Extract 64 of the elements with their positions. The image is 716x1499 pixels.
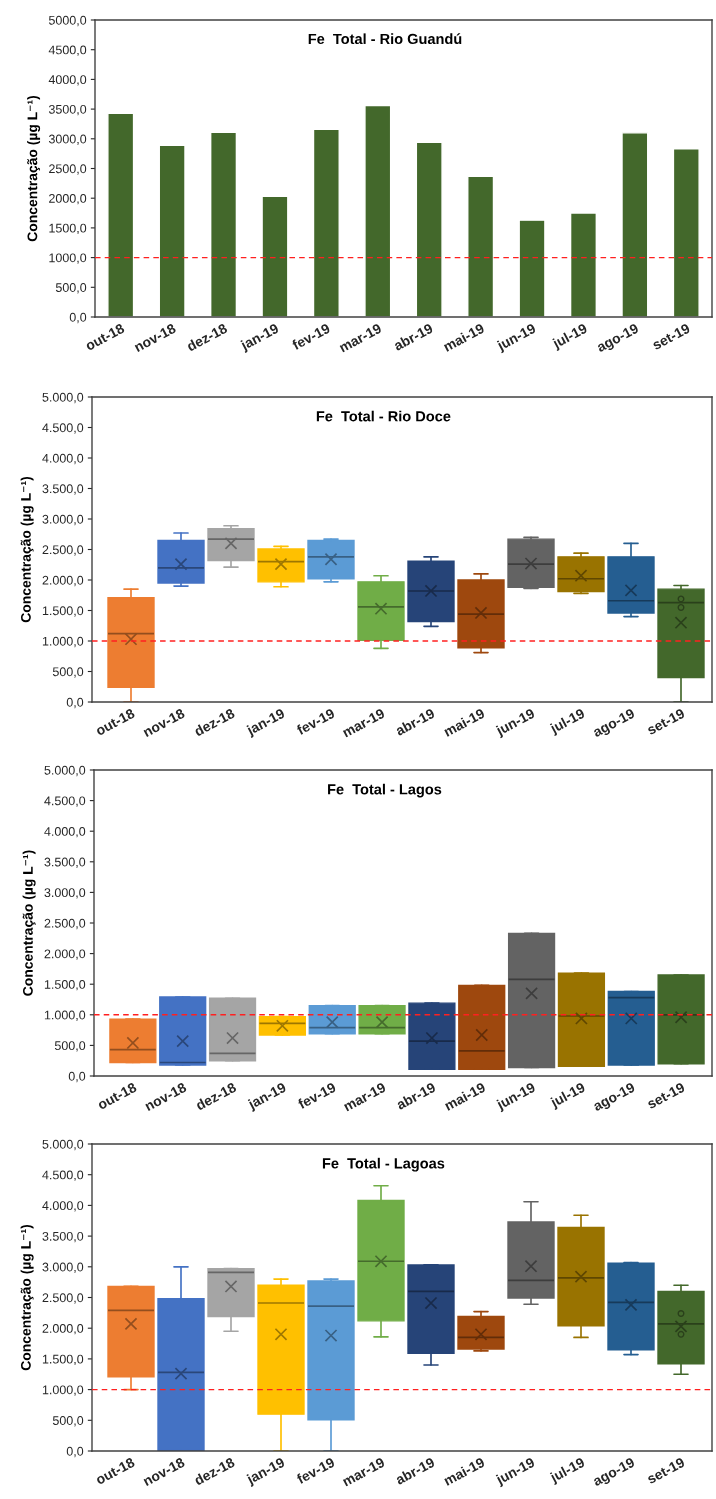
y-tick-label: 1.500,0	[42, 1354, 84, 1366]
bar	[518, 219, 546, 317]
y-tick-label: 3.000,0	[44, 888, 86, 899]
y-tick-label: 1500,0	[49, 223, 87, 235]
y-tick-label: 2000,0	[49, 194, 87, 205]
y-tick-label: 2.500,0	[44, 918, 86, 930]
text: Fe Total - Rio Doce	[316, 410, 451, 422]
y-tick-label: 0,0	[69, 312, 87, 324]
y-tick-label: 2.000,0	[44, 949, 86, 960]
bar	[415, 141, 443, 317]
y-tick-label: 2.500,0	[42, 1293, 84, 1304]
bar	[569, 212, 598, 317]
bar	[621, 132, 649, 317]
y-tick-label: 5.000,0	[44, 765, 86, 777]
y-tick-label: 2.000,0	[42, 1324, 84, 1335]
y-tick-label: 4.000,0	[42, 453, 84, 465]
y-tick-label: 3.000,0	[42, 1262, 84, 1273]
y-tick-label: 2500,0	[49, 164, 87, 175]
bar	[158, 144, 186, 317]
y-tick-label: 3.500,0	[42, 484, 84, 495]
bar	[672, 148, 700, 317]
y-axis-title: Concentração (µg L⁻¹)	[20, 1224, 34, 1371]
y-tick-label: 1000,0	[49, 253, 87, 264]
text: Fe Total - Rio Guandú	[308, 33, 462, 45]
bar	[364, 104, 392, 317]
bar	[467, 175, 495, 317]
y-tick-label: 1.500,0	[44, 980, 86, 991]
y-axis-title: Concentração (µg L⁻¹)	[22, 850, 36, 996]
text: Fe Total - Lagos	[328, 783, 442, 798]
y-tick-label: 1.000,0	[42, 1385, 84, 1396]
y-tick-label: 500,0	[54, 1041, 86, 1052]
y-tick-label: 3.500,0	[44, 857, 86, 868]
y-tick-label: 3500,0	[48, 104, 87, 116]
y-tick-label: 4.500,0	[42, 1170, 84, 1181]
y-tick-label: 2.500,0	[42, 545, 84, 556]
y-tick-label: 0,0	[66, 697, 84, 709]
y-tick-label: 4.500,0	[44, 796, 86, 807]
y-tick-label: 4500,0	[48, 45, 87, 56]
y-tick-label: 1.000,0	[44, 1010, 86, 1021]
text: Fe Total - Lagoas	[322, 1157, 445, 1172]
y-tick-label: 3000,0	[48, 134, 87, 145]
bar	[209, 131, 238, 317]
y-tick-label: 500,0	[52, 667, 84, 678]
y-tick-label: 1.500,0	[42, 606, 84, 617]
y-tick-label: 0,0	[66, 1446, 84, 1458]
y-tick-label: 3.000,0	[42, 514, 84, 526]
y-tick-label: 1.000,0	[42, 636, 84, 648]
y-tick-label: 5000,0	[48, 15, 87, 27]
y-tick-label: 500,0	[52, 1416, 84, 1427]
y-tick-label: 5.000,0	[42, 392, 84, 404]
bar	[261, 195, 289, 317]
bar	[107, 112, 135, 317]
y-tick-label: 4.000,0	[44, 827, 86, 838]
y-tick-label: 3.500,0	[42, 1231, 84, 1243]
y-tick-label: 2.000,0	[42, 575, 84, 587]
y-tick-label: 4.500,0	[42, 423, 84, 434]
y-tick-label: 0,0	[68, 1071, 86, 1083]
y-tick-label: 5.000,0	[42, 1139, 84, 1151]
y-tick-label: 500,0	[55, 283, 87, 294]
y-tick-label: 4000,0	[48, 75, 87, 86]
y-axis-title: Concentração (µg L⁻¹)	[20, 476, 34, 623]
bar	[312, 128, 340, 317]
y-tick-label: 4.000,0	[42, 1201, 84, 1212]
y-axis-title: Concentração (µg L⁻¹)	[27, 95, 41, 242]
